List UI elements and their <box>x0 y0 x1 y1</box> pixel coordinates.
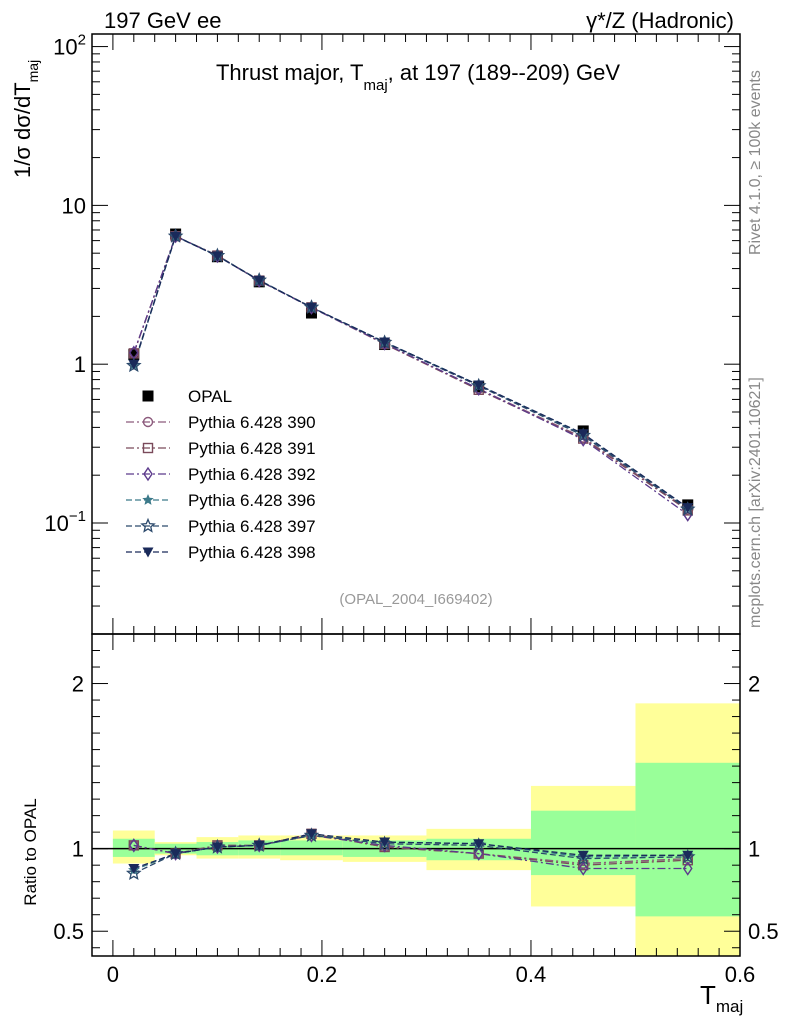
ratio-y-tick-label-right: 0.5 <box>748 919 779 944</box>
ratio-point-pythia-6-428-398 <box>379 837 391 848</box>
ratio-point-pythia-6-428-398 <box>682 850 694 861</box>
point-opal <box>128 349 140 361</box>
point-pythia-6-428-398 <box>128 359 140 370</box>
point-pythia-6-428-398 <box>211 251 223 262</box>
main-plot-area: 102 10 1 10−1 <box>44 32 741 635</box>
legend-marker-pythia-6-428-396 <box>142 494 154 505</box>
legend-label-pythia-6-428-390: Pythia 6.428 390 <box>188 413 316 432</box>
ratio-y-tick-label: 0.5 <box>53 919 84 944</box>
analysis-label: (OPAL_2004_I669402) <box>339 591 492 608</box>
ratio-point-pythia-6-428-392 <box>473 846 484 861</box>
ratio-y-tick-label: 2 <box>72 672 84 697</box>
legend-marker-pythia-6-428-391 <box>142 442 154 454</box>
ratio-band-green <box>530 810 636 876</box>
rivet-label: Rivet 4.1.0, ≥ 100k events <box>747 70 764 255</box>
x-tick-label: 0 <box>107 962 119 987</box>
ratio-point-pythia-6-428-392 <box>128 838 139 853</box>
y-tick-label: 102 <box>53 32 86 60</box>
point-pythia-6-428-398 <box>577 429 589 440</box>
ratio-point-pythia-6-428-398 <box>305 829 317 840</box>
x-tick-label: 0.2 <box>307 962 338 987</box>
x-tick-label: 0.6 <box>725 962 756 987</box>
ratio-band-green <box>635 762 740 917</box>
ratio-point-pythia-6-428-392 <box>578 861 589 876</box>
legend-label-pythia-6-428-398: Pythia 6.428 398 <box>188 543 316 562</box>
y-tick-label: 1 <box>74 352 86 377</box>
y-tick-label: 10 <box>62 193 86 218</box>
mcplots-label: mcplots.cern.ch [arXiv:2401.10621] <box>747 377 764 628</box>
legend-label-pythia-6-428-396: Pythia 6.428 396 <box>188 491 316 510</box>
point-pythia-6-428-398 <box>682 503 694 514</box>
ratio-point-pythia-6-428-398 <box>577 850 589 861</box>
legend-marker-pythia-6-428-390 <box>142 416 154 428</box>
point-pythia-6-428-398 <box>170 231 182 242</box>
legend-label-opal: OPAL <box>188 387 232 406</box>
point-pythia-6-428-398 <box>379 337 391 348</box>
ratio-band-green <box>112 838 155 857</box>
legend-label-pythia-6-428-391: Pythia 6.428 391 <box>188 439 316 458</box>
x-axis-label: Tmaj <box>700 980 743 1016</box>
point-pythia-6-428-398 <box>473 380 485 391</box>
main-ylabel: 1/σ dσ/dTmaj <box>10 60 41 178</box>
ratio-point-pythia-6-428-398 <box>128 863 140 874</box>
legend-label-pythia-6-428-397: Pythia 6.428 397 <box>188 517 316 536</box>
point-pythia-6-428-392 <box>682 507 693 522</box>
point-pythia-6-428-398 <box>253 275 265 286</box>
main-title: Thrust major, Tmaj, at 197 (189--209) Ge… <box>216 60 620 94</box>
ratio-point-pythia-6-428-398 <box>211 842 223 853</box>
ratio-point-pythia-6-428-398 <box>473 839 485 850</box>
legend-marker-pythia-6-428-392 <box>143 466 153 482</box>
legend-marker-opal <box>142 390 154 402</box>
ratio-point-pythia-6-428-392 <box>682 861 693 876</box>
ratio-point-pythia-6-428-397 <box>575 850 591 866</box>
ratio-point-pythia-6-428-397 <box>125 865 142 881</box>
legend-marker-pythia-6-428-398 <box>142 547 154 558</box>
legend: OPAL Pythia 6.428 390 Pythia 6.428 391 Pyth… <box>126 387 316 562</box>
y-tick-label: 10−1 <box>44 508 86 536</box>
legend-label-pythia-6-428-392: Pythia 6.428 392 <box>188 465 316 484</box>
ratio-point-pythia-6-428-398 <box>253 840 265 851</box>
ratio-y-tick-label-right: 2 <box>748 672 760 697</box>
x-tick-label: 0.4 <box>516 962 547 987</box>
ratio-ylabel: Ratio to OPAL <box>21 798 40 905</box>
ratio-y-tick-label-right: 1 <box>748 837 760 862</box>
ratio-band-green <box>280 840 343 856</box>
ratio-frame <box>91 633 741 957</box>
legend-marker-pythia-6-428-397 <box>140 517 156 533</box>
ratio-plot-area: 0.5 0.5 1 1 2 2 0 0.2 0.4 0.6 <box>53 633 779 987</box>
series-line-pythia-6-428-398 <box>133 235 689 509</box>
ratio-y-tick-label: 1 <box>72 837 84 862</box>
header-left: 197 GeV ee <box>104 8 221 33</box>
point-pythia-6-428-398 <box>305 302 317 313</box>
header-right: γ*/Z (Hadronic) <box>586 8 734 33</box>
ratio-point-pythia-6-428-398 <box>170 849 182 860</box>
